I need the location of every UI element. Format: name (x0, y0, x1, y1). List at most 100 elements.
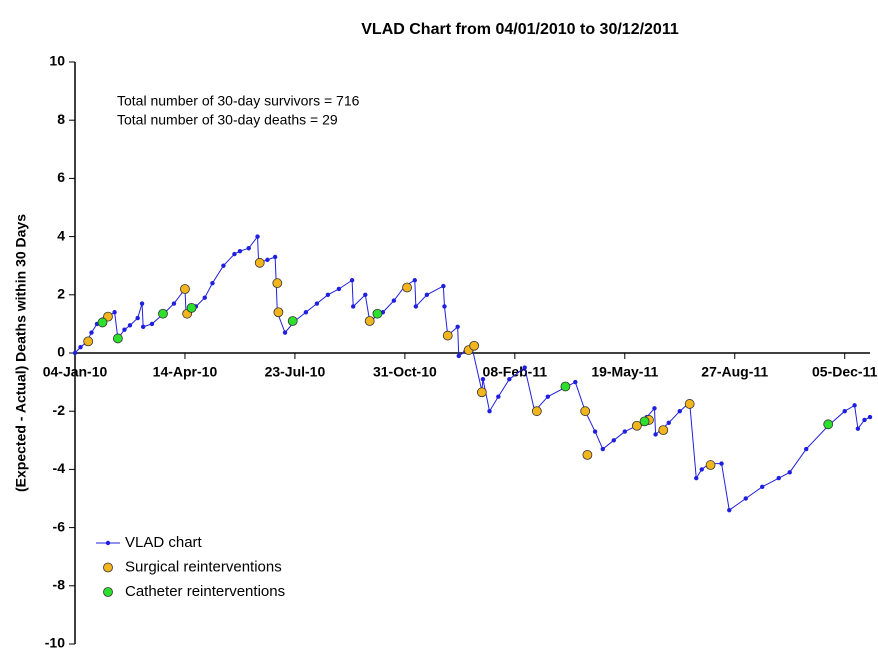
vlad-point (140, 324, 146, 330)
vlad-point (149, 321, 155, 327)
marker (180, 284, 190, 294)
x-tick-label: 08-Feb-11 (483, 364, 548, 380)
vlad-point (592, 429, 598, 434)
legend-marker (105, 540, 111, 546)
annotation: Total number of 30-day survivors = 716 (117, 93, 360, 109)
vlad-point (424, 292, 430, 297)
marker (560, 381, 571, 392)
vlad-point (303, 310, 309, 315)
vlad-point (127, 323, 133, 328)
vlad-point (694, 475, 699, 481)
vlad-point (202, 295, 207, 300)
marker (684, 399, 695, 409)
vlad-point (282, 330, 288, 335)
vlad-point (246, 246, 251, 251)
y-tick-label: -6 (53, 518, 66, 534)
marker (476, 387, 487, 398)
vlad-point (237, 248, 243, 254)
marker (442, 330, 453, 341)
vlad-point (210, 280, 215, 286)
marker (823, 419, 834, 430)
vlad-point (611, 438, 616, 443)
x-tick-label: 27-Aug-11 (701, 364, 768, 380)
x-tick-label: 31-Oct-10 (373, 364, 437, 380)
vlad-point (622, 429, 627, 434)
marker (658, 425, 669, 436)
vlad-point (272, 254, 278, 260)
marker (158, 308, 168, 319)
legend-marker (103, 562, 113, 573)
x-tick-label: 04-Jan-10 (43, 364, 108, 380)
legend-label: VLAD chart (125, 534, 203, 551)
marker (531, 406, 542, 417)
vlad-point (221, 263, 226, 268)
x-tick-label: 14-Apr-10 (153, 364, 218, 380)
y-tick-label: -4 (53, 460, 66, 476)
vlad-point (350, 304, 356, 309)
vlad-point (325, 292, 331, 297)
vlad-point (391, 298, 397, 303)
y-tick-label: 0 (57, 344, 65, 360)
y-tick-label: -8 (53, 577, 66, 593)
vlad-point (78, 344, 83, 350)
marker (364, 316, 375, 326)
vlad-point (139, 301, 145, 306)
vlad-point (743, 496, 748, 501)
vlad-point (171, 301, 177, 306)
vlad-point (480, 376, 486, 382)
marker (402, 282, 412, 293)
y-tick-label: -2 (53, 402, 66, 418)
vlad-point (442, 304, 447, 309)
vlad-point (255, 234, 260, 239)
legend-label: Catheter reinterventions (125, 583, 285, 600)
legend-marker (103, 587, 113, 597)
vlad-point (455, 324, 460, 330)
vlad-point (412, 278, 417, 283)
marker (272, 278, 283, 289)
vlad-point (265, 257, 270, 263)
marker (287, 316, 298, 326)
marker (639, 416, 650, 427)
vlad-point (862, 417, 867, 423)
vlad-point (600, 446, 606, 452)
vlad-point (652, 406, 657, 411)
vlad-point (122, 327, 127, 332)
vlad-point (522, 365, 527, 370)
vlad-point (413, 304, 419, 309)
vlad-point (496, 394, 501, 399)
vlad-point (545, 394, 551, 399)
marker (83, 336, 94, 347)
marker (580, 406, 591, 417)
vlad-point (487, 409, 492, 414)
vlad-point (776, 475, 781, 481)
vlad-point (573, 379, 578, 385)
marker (469, 340, 480, 351)
marker (186, 302, 197, 313)
marker (112, 333, 123, 344)
vlad-point (727, 507, 732, 513)
vlad-point (232, 251, 237, 257)
vlad-point (363, 292, 368, 297)
vlad-point (852, 403, 857, 408)
vlad-point (699, 467, 704, 472)
vlad-point (760, 484, 765, 490)
vlad-point (89, 330, 94, 335)
vlad-point (135, 315, 140, 321)
y-tick-label: 4 (57, 227, 65, 243)
vlad-point (507, 376, 512, 382)
y-tick-label: -10 (45, 635, 65, 649)
marker (631, 420, 642, 431)
vlad-point (787, 470, 792, 475)
vlad-point (719, 461, 724, 466)
vlad-point (336, 286, 342, 292)
vlad-point (677, 409, 682, 414)
marker (254, 257, 265, 268)
y-tick-label: 2 (57, 286, 65, 302)
vlad-point (666, 420, 671, 426)
vlad-point (349, 278, 355, 283)
y-tick-label: 8 (57, 111, 65, 127)
vlad-point (855, 426, 861, 431)
x-tick-label: 23-Jul-10 (265, 364, 326, 380)
marker (705, 460, 716, 470)
